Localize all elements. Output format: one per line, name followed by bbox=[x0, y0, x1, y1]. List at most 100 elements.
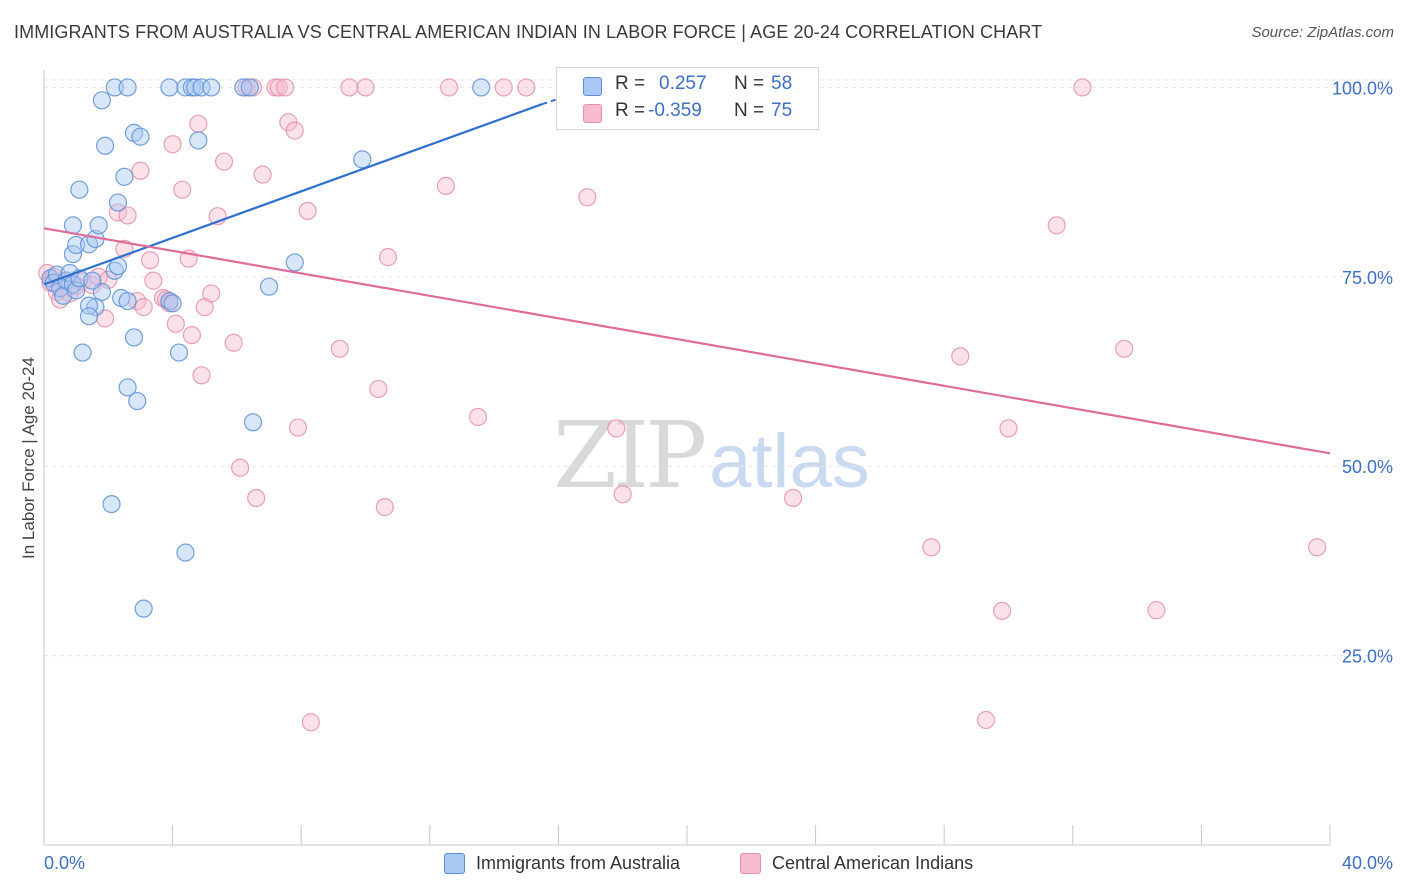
legend-label: Central American Indians bbox=[772, 853, 974, 873]
grid-layer bbox=[44, 79, 1395, 657]
point-central-american bbox=[436, 176, 455, 196]
point-central-american bbox=[288, 418, 308, 437]
legend-stats-row-australia: R = 0.257 N = 58 bbox=[557, 73, 818, 101]
point-australia bbox=[86, 298, 105, 317]
point-australia bbox=[118, 291, 137, 311]
point-australia bbox=[67, 235, 86, 255]
point-central-american bbox=[922, 538, 941, 557]
point-central-american bbox=[578, 188, 597, 207]
legend-n-value: 75 bbox=[771, 100, 793, 121]
point-central-american bbox=[783, 488, 803, 508]
point-australia bbox=[131, 127, 150, 146]
point-australia bbox=[202, 78, 221, 97]
legend-r-key: R = bbox=[615, 73, 646, 94]
point-central-american bbox=[468, 407, 488, 427]
trend-layer bbox=[43, 81, 1331, 455]
point-central-american bbox=[269, 78, 288, 97]
point-australia bbox=[102, 494, 121, 514]
point-central-american bbox=[1115, 339, 1134, 358]
point-central-american bbox=[134, 298, 153, 317]
label-layer: 100.0% 75.0% 50.0% 25.0% 0.0% 40.0% In Labor F… bbox=[19, 78, 1393, 873]
point-central-american bbox=[224, 333, 243, 352]
series-immigrants-from-australia bbox=[41, 78, 491, 618]
point-australia bbox=[192, 78, 211, 97]
point-australia bbox=[259, 277, 279, 296]
point-australia bbox=[176, 543, 195, 562]
source-attribution: Source: ZipAtlas.com bbox=[1251, 24, 1394, 41]
point-australia bbox=[134, 599, 153, 618]
point-central-american bbox=[298, 201, 317, 221]
y-tick-label: 25.0% bbox=[1342, 647, 1393, 667]
y-axis-title: In Labor Force | Age 20-24 bbox=[19, 357, 38, 559]
legend-r-value: -0.359 bbox=[648, 100, 702, 121]
point-central-american bbox=[276, 78, 295, 97]
point-central-american bbox=[999, 419, 1018, 438]
point-australia bbox=[79, 296, 99, 315]
legend-swatch-blue bbox=[583, 77, 602, 96]
point-central-american bbox=[607, 419, 626, 438]
point-central-american bbox=[1047, 216, 1066, 235]
point-central-american bbox=[192, 366, 211, 385]
point-central-american bbox=[253, 165, 272, 184]
legend-swatch-blue bbox=[444, 853, 465, 874]
point-central-american bbox=[356, 78, 375, 97]
point-australia bbox=[70, 180, 89, 199]
point-central-american bbox=[247, 488, 266, 508]
point-central-american bbox=[951, 347, 970, 366]
point-central-american bbox=[189, 114, 208, 133]
legend-n-key: N = bbox=[734, 73, 765, 94]
point-central-american bbox=[992, 601, 1012, 621]
point-australia bbox=[285, 253, 304, 272]
point-central-american bbox=[613, 485, 632, 504]
point-australia bbox=[189, 131, 208, 150]
trendline-central-american bbox=[43, 227, 1331, 455]
point-australia bbox=[79, 307, 99, 326]
legend-swatch-pink bbox=[740, 853, 761, 874]
point-central-american bbox=[439, 78, 459, 97]
point-central-american bbox=[144, 271, 163, 290]
point-australia bbox=[176, 78, 195, 97]
y-tick-label: 50.0% bbox=[1342, 457, 1393, 477]
point-australia bbox=[95, 136, 115, 155]
point-central-american bbox=[375, 498, 394, 517]
point-central-american bbox=[182, 326, 201, 345]
point-central-american bbox=[214, 152, 234, 171]
y-tick-label: 100.0% bbox=[1332, 78, 1393, 98]
point-central-american bbox=[131, 161, 150, 180]
point-australia bbox=[128, 391, 147, 411]
legend-r-value: 0.257 bbox=[659, 73, 707, 94]
point-central-american bbox=[976, 710, 996, 730]
point-central-american bbox=[166, 314, 185, 333]
y-tick-label: 75.0% bbox=[1342, 268, 1393, 288]
point-central-american bbox=[1147, 601, 1166, 620]
point-central-american bbox=[231, 458, 250, 477]
point-australia bbox=[92, 91, 111, 110]
point-central-american bbox=[301, 713, 320, 732]
point-australia bbox=[240, 78, 259, 97]
axis-layer bbox=[43, 70, 1331, 846]
point-central-american bbox=[517, 78, 536, 97]
point-central-american bbox=[378, 248, 398, 267]
point-central-american bbox=[330, 339, 349, 358]
point-central-american bbox=[285, 121, 304, 140]
point-australia bbox=[234, 78, 253, 97]
point-central-american bbox=[140, 251, 160, 270]
point-australia bbox=[160, 78, 179, 97]
point-australia bbox=[160, 291, 179, 311]
trendline-australia bbox=[43, 103, 543, 286]
point-australia bbox=[163, 294, 182, 313]
legend-swatch-pink bbox=[583, 104, 602, 123]
point-central-american bbox=[494, 78, 513, 97]
point-central-american bbox=[1073, 78, 1092, 97]
point-central-american bbox=[1308, 538, 1327, 557]
legend-stats-row-central-american: R = -0.359 N = 75 bbox=[557, 100, 818, 128]
point-australia bbox=[169, 343, 189, 362]
point-central-american bbox=[340, 78, 359, 97]
legend-stats: R = 0.257 N = 58 R = -0.359 N = 75 bbox=[556, 67, 819, 130]
point-australia bbox=[353, 150, 372, 169]
chart-title: IMMIGRANTS FROM AUSTRALIA VS CENTRAL AME… bbox=[14, 22, 1043, 42]
point-australia bbox=[83, 271, 102, 290]
point-central-american bbox=[163, 135, 182, 154]
legend-n-key: N = bbox=[734, 100, 765, 121]
